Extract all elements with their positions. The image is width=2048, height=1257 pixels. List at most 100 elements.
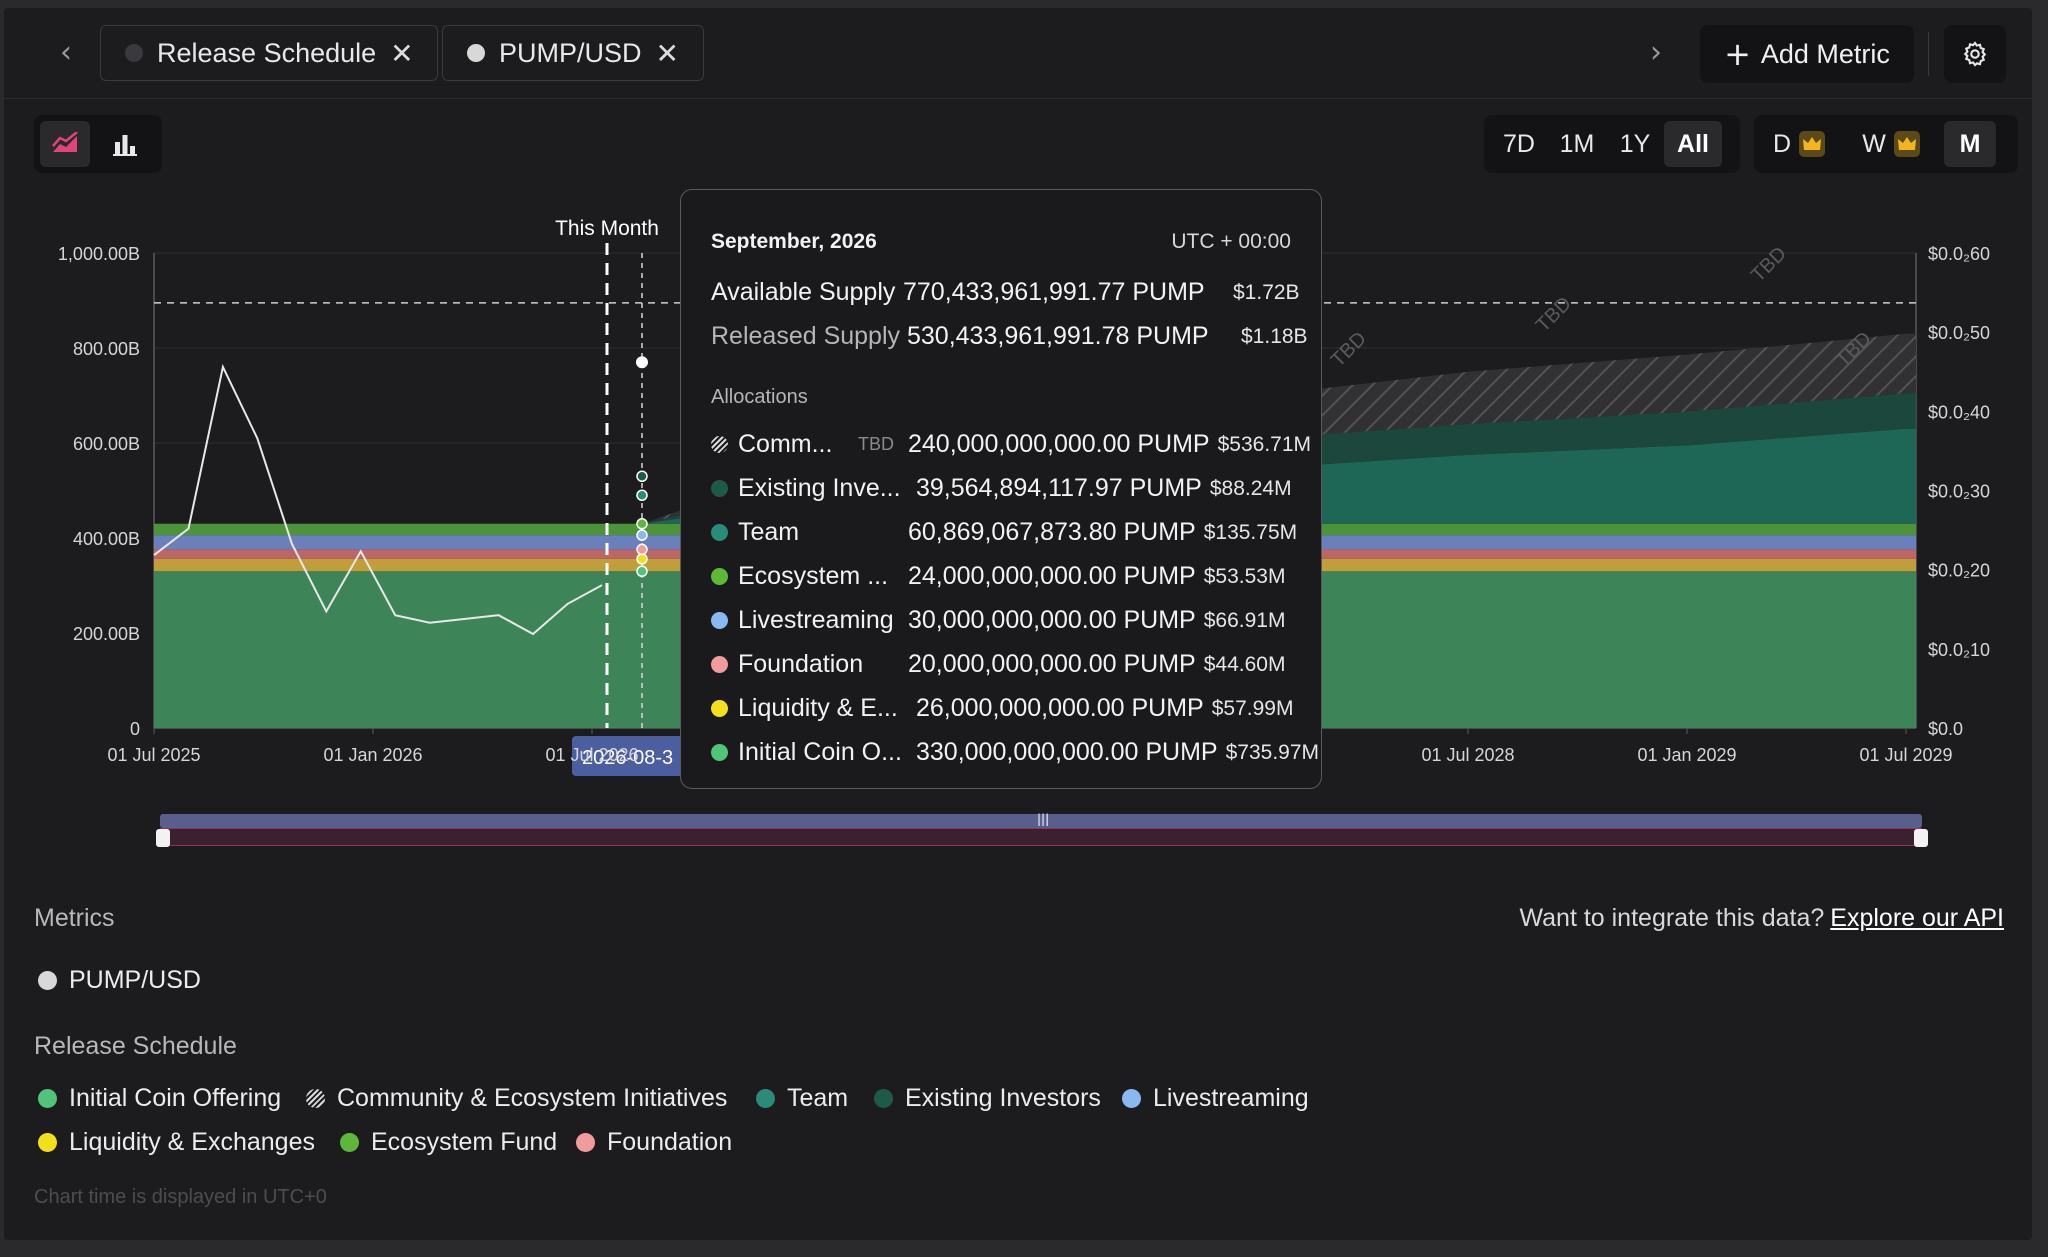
range-all-button[interactable]: All xyxy=(1664,121,1722,167)
allocation-row: Team 60,869,067,873.80 PUMP $135.75M xyxy=(711,518,1297,547)
allocations-title: Allocations xyxy=(711,386,808,408)
cursor-series-point xyxy=(636,470,648,482)
legend-label: Existing Investors xyxy=(905,1084,1101,1112)
tbd-label: TBD xyxy=(1327,328,1371,372)
allocation-usd: $57.99M xyxy=(1211,696,1294,720)
metric-dot-icon xyxy=(38,971,57,990)
legend-dot-icon xyxy=(576,1133,595,1152)
cursor-series-point xyxy=(636,553,648,565)
y-tick-label: 600.00B xyxy=(73,434,140,454)
release-schedule-title: Release Schedule xyxy=(34,1032,237,1060)
allocation-row: Foundation 20,000,000,000.00 PUMP $44.60M xyxy=(711,650,1285,679)
range-handle-left[interactable] xyxy=(156,829,170,847)
tbd-label: TBD xyxy=(1747,243,1791,287)
allocation-row: Liquidity & E... 26,000,000,000.00 PUMP $5… xyxy=(711,694,1293,723)
legend-dot-icon xyxy=(38,1089,57,1108)
allocation-usd: $53.53M xyxy=(1203,564,1286,588)
y-right-tick-label: $0.0₂60 xyxy=(1928,244,1990,264)
settings-button[interactable] xyxy=(1944,25,2006,83)
allocation-label: Foundation xyxy=(738,650,864,678)
x-tick-label: 01 Jul 2029 xyxy=(1859,745,1952,765)
allocation-usd: $88.24M xyxy=(1209,476,1292,500)
x-tick-label: 01 Jul 2028 xyxy=(1421,745,1514,765)
area-chart-button[interactable] xyxy=(40,121,90,167)
interval-day-button[interactable]: D xyxy=(1760,121,1838,167)
allocation-value: 26,000,000,000.00 PUMP xyxy=(916,694,1204,722)
chart-type-toggle xyxy=(34,115,162,173)
y-tick-label: 400.00B xyxy=(73,529,140,549)
range-1y-button[interactable]: 1Y xyxy=(1619,129,1651,158)
allocation-dot-icon xyxy=(711,524,728,541)
y-right-tick-label: $0.0₂40 xyxy=(1928,402,1990,422)
close-icon[interactable]: ✕ xyxy=(655,36,679,70)
y-right-tick-label: $0.0 xyxy=(1928,719,1963,739)
allocation-dot-icon xyxy=(711,744,728,761)
legend-item[interactable]: Foundation xyxy=(576,1128,732,1157)
explore-api-link[interactable]: Explore our API xyxy=(1830,904,2004,932)
metric-pump-usd[interactable]: PUMP/USD xyxy=(38,966,201,995)
price-line-group xyxy=(153,363,603,636)
allocation-value: 60,869,067,873.80 PUMP xyxy=(908,518,1196,546)
allocation-usd: $735.97M xyxy=(1225,740,1320,764)
y-right-tick-label: $0.0₂30 xyxy=(1928,482,1990,502)
interval-week-button[interactable]: W xyxy=(1852,121,1930,167)
legend-dot-icon xyxy=(306,1089,325,1108)
y-right-tick-label: $0.0₂10 xyxy=(1928,640,1990,660)
allocation-dot-icon xyxy=(711,612,728,629)
range-7d-button[interactable]: 7D xyxy=(1503,129,1535,158)
chart-panel: ‹ Release Schedule ✕ PUMP/USD ✕ › + Add … xyxy=(4,8,2032,1240)
range-slider-window[interactable] xyxy=(160,814,1922,828)
interval-group: D W M xyxy=(1754,115,2018,173)
x-tick-label: 01 Jul 2026 xyxy=(545,745,638,765)
legend-item[interactable]: Liquidity & Exchanges xyxy=(38,1128,315,1157)
legend-label: Initial Coin Offering xyxy=(69,1084,282,1112)
metric-label: PUMP/USD xyxy=(69,966,201,994)
scroll-left-icon[interactable]: ‹ xyxy=(60,35,72,70)
cursor-series-point xyxy=(636,518,648,530)
legend-label: Community & Ecosystem Initiatives xyxy=(337,1084,728,1112)
scroll-right-icon[interactable]: › xyxy=(1650,35,1662,70)
legend-item[interactable]: Community & Ecosystem Initiatives xyxy=(306,1084,727,1113)
tab-pump-usd[interactable]: PUMP/USD ✕ xyxy=(442,25,704,81)
range-handle-right[interactable] xyxy=(1914,829,1928,847)
tooltip-timezone: UTC + 00:00 xyxy=(1171,230,1291,253)
legend-dot-icon xyxy=(756,1089,775,1108)
interval-month-button[interactable]: M xyxy=(1944,121,1996,167)
close-icon[interactable]: ✕ xyxy=(390,36,414,70)
bar-chart-button[interactable] xyxy=(100,121,150,167)
allocation-dot-icon xyxy=(711,480,728,497)
y-tick-label: 0 xyxy=(130,719,140,739)
legend-label: Foundation xyxy=(607,1128,733,1156)
legend-dot-icon xyxy=(1122,1089,1141,1108)
crown-icon xyxy=(1799,131,1826,157)
tbd-label: TBD xyxy=(1532,293,1576,337)
allocation-usd: $44.60M xyxy=(1203,652,1286,676)
legend-item[interactable]: Existing Investors xyxy=(874,1084,1101,1113)
price-line xyxy=(153,363,603,636)
add-metric-button[interactable]: + Add Metric xyxy=(1700,25,1914,83)
cursor-point xyxy=(636,356,648,369)
legend-item[interactable]: Ecosystem Fund xyxy=(340,1128,557,1157)
legend-dot-icon xyxy=(340,1133,359,1152)
range-slider-track[interactable]: ||| xyxy=(156,810,1928,847)
available-usd: $1.72B xyxy=(1233,280,1300,304)
legend-item[interactable]: Livestreaming xyxy=(1122,1084,1309,1113)
allocation-dot-icon xyxy=(711,656,728,673)
y-tick-label: 200.00B xyxy=(73,624,140,644)
interval-week-label: W xyxy=(1862,129,1886,158)
legend-item[interactable]: Team xyxy=(756,1084,848,1113)
time-range-group: 7D 1M 1Y All xyxy=(1484,115,1740,173)
legend-item[interactable]: Initial Coin Offering xyxy=(38,1084,281,1113)
range-1m-button[interactable]: 1M xyxy=(1559,129,1595,158)
y-axis-right: $0.0 $0.0₂10 $0.0₂20 $0.0₂30 $0.0₂40 $0.0₂50 $… xyxy=(1928,244,1990,739)
cursor-series-point xyxy=(636,529,648,541)
drag-grip-icon[interactable]: ||| xyxy=(1037,812,1050,826)
allocation-usd: $66.91M xyxy=(1203,608,1286,632)
tab-release-schedule[interactable]: Release Schedule ✕ xyxy=(100,25,438,81)
tab-label: Release Schedule xyxy=(157,37,377,68)
tooltip-date: September, 2026 xyxy=(711,230,877,253)
allocation-row: Initial Coin O... 330,000,000,000.00 PUMP… xyxy=(711,738,1319,767)
tooltip-released-row: Released Supply 530,433,961,991.78 PUMP … xyxy=(711,322,1308,351)
allocation-dot-icon xyxy=(711,436,728,453)
allocation-usd: $135.75M xyxy=(1203,520,1298,544)
